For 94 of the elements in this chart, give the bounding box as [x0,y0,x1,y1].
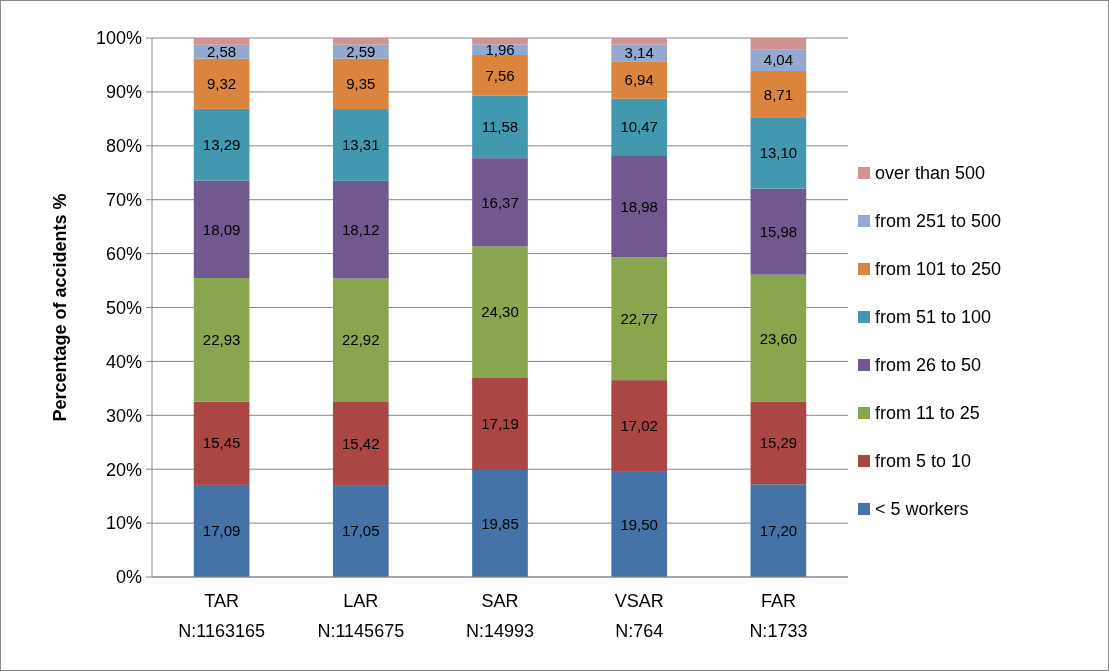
legend-label: from 11 to 25 [875,403,980,424]
data-label: 13,29 [202,135,241,153]
legend-label: over than 500 [875,163,986,184]
x-tick-label: LAR N:1145675 [317,591,405,641]
x-tick-label: FAR N:1733 [749,591,808,641]
data-label: 3,14 [624,44,654,62]
data-label: 15,42 [342,434,380,452]
y-tick-label: 70% [105,190,142,210]
bar [611,257,668,381]
data-label: 4,04 [763,51,793,69]
bar [193,180,250,279]
bar [193,401,250,485]
data-label: 7,56 [485,66,515,84]
data-label: 19,85 [481,514,519,532]
data-label: 18,12 [342,220,380,238]
bar [750,38,807,50]
legend-label: from 26 to 50 [875,355,982,376]
data-label: 24,30 [481,303,519,321]
data-label: 2,59 [346,42,376,60]
y-tick-label: 30% [105,405,142,426]
bar [193,58,250,109]
data-label: 16,37 [481,193,519,211]
bar [472,246,528,378]
data-label: 19,50 [620,515,658,533]
bar [332,278,389,402]
bar [332,58,389,110]
data-label: 17,05 [342,522,380,540]
bar [193,38,250,45]
bar [611,155,668,258]
bar [750,188,807,275]
data-label: 17,09 [202,522,241,540]
bar [193,484,250,577]
data-label: 9,32 [207,75,237,93]
x-tick-label: TAR N:1163165 [178,591,265,641]
data-label: 17,20 [759,521,798,539]
legend-label: from 51 to 100 [875,307,992,328]
bar [611,38,668,45]
data-label: 22,77 [620,310,658,328]
data-label: 22,93 [202,331,241,349]
legend-label: from 5 to 10 [875,451,972,472]
bar [332,180,389,279]
bar [472,470,528,577]
bar [611,380,668,472]
data-label: 9,35 [346,75,376,93]
bar [332,109,389,181]
y-tick-label: 50% [105,297,142,318]
y-axis-title: Percentage of accidents % [50,193,70,422]
data-label: 15,29 [759,434,798,452]
bar [472,377,528,471]
bar [750,484,807,577]
bar [472,95,528,159]
bar [332,38,389,45]
bar [332,401,389,486]
data-label: 11,58 [481,118,519,136]
data-label: 13,31 [342,136,380,154]
data-label: 17,02 [620,417,658,435]
y-tick-label: 40% [105,351,142,372]
bar [750,70,807,118]
bar [332,485,389,577]
data-label: 15,45 [202,434,241,452]
legend-label: from 101 to 250 [875,259,1002,280]
y-tick-label: 80% [105,136,142,157]
data-label: 10,47 [620,118,658,136]
bar [750,117,807,189]
bar [193,108,250,181]
x-tick-label: VSAR N:764 [614,591,664,641]
y-tick-label: 20% [105,459,142,480]
y-tick-label: 60% [105,243,142,264]
bar [472,158,528,247]
bar [750,274,807,402]
data-label: 1,96 [485,40,515,58]
bar [611,98,668,156]
legend-label: < 5 workers [875,499,969,520]
data-label: 22,92 [342,331,380,349]
bar [611,471,668,577]
legend-label: from 251 to 500 [875,211,1002,232]
data-label: 15,98 [759,222,798,240]
data-label: 8,71 [763,85,793,103]
data-label: 18,98 [620,197,658,215]
data-label: 6,94 [624,71,654,89]
y-tick-label: 100% [95,28,142,49]
data-label: 18,09 [202,220,241,238]
bar [193,278,250,402]
data-label: 2,58 [207,42,237,60]
data-label: 23,60 [759,329,798,347]
y-tick-label: 90% [105,82,142,103]
bar [472,38,528,45]
bar [611,61,668,99]
bar [750,401,807,485]
y-tick-label: 10% [105,513,142,534]
y-tick-label: 0% [115,567,142,588]
x-tick-label: SAR N:14993 [465,591,535,641]
data-label: 17,19 [481,414,519,432]
data-label: 13,10 [759,144,798,162]
